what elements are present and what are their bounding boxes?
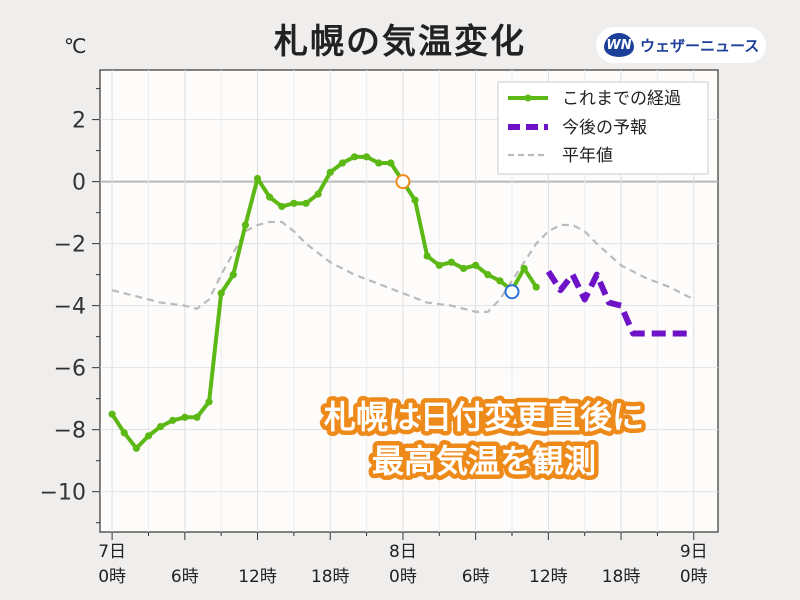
series-observed-point [435,261,443,269]
series-observed-point [108,410,116,418]
x-tick-day-label: 9日 [680,542,708,562]
series-observed-point [290,199,298,207]
y-tick-label: −2 [54,233,86,258]
series-observed-point [132,444,140,452]
series-normal-line [111,220,695,313]
x-tick-time-label: 6時 [462,567,490,587]
series-observed-point [326,168,334,176]
series-observed-point [229,271,237,279]
x-axis: 7日 0時 6時 12時 18時 8日 0時 6時 12時 18時 9日 0時 [98,532,708,587]
x-tick-time-label: 18時 [602,567,641,587]
series-observed-point [217,289,225,297]
series-observed-point [156,422,165,431]
series-observed-point [314,190,322,198]
series-observed-point [205,398,213,406]
series-observed-point [496,277,504,285]
series-observed-point [411,196,419,204]
series-observed-point [459,264,468,273]
legend-label-forecast: 今後の予報 [562,118,647,138]
y-tick-label: −4 [54,295,86,320]
series [108,153,695,452]
series-observed-point [532,283,540,291]
y-axis-unit: ℃ [64,34,87,58]
series-observed-point [350,153,359,161]
annotation: 札幌は日付変更直後に 最高気温を観測 [319,394,648,485]
chart-title: 札幌の気温変化 [274,22,526,62]
series-observed-point [193,413,201,421]
series-observed-point [120,429,128,437]
series-observed-point [423,252,431,260]
y-tick-label: −6 [54,357,86,382]
y-axis: 2 0 −2 −4 −6 −8 −10 [40,88,100,524]
annotation-line-2: 最高気温を観測 [372,442,596,480]
x-tick-day-label: 7日 [98,542,126,562]
y-tick-label: 0 [72,171,86,196]
y-tick-label: −10 [40,481,86,506]
series-observed-point [302,199,310,207]
legend-label-normal: 平年値 [562,146,613,166]
y-tick-label: −8 [54,419,86,444]
legend-swatch-observed-dot [524,94,532,102]
series-observed-point [181,413,189,421]
series-observed-point [338,159,346,167]
series-observed-point [472,261,480,269]
legend: これまでの経過 今後の予報 平年値 [497,81,709,175]
x-tick-time-label: 6時 [171,567,199,587]
series-observed-point [375,159,383,167]
x-tick-day-label: 8日 [389,542,417,562]
series-observed-point [362,153,371,161]
legend-label-observed: これまでの経過 [562,89,681,109]
series-observed-point [278,202,286,211]
series-observed-point [266,193,274,201]
series-observed-point [484,271,492,279]
current-temp-marker [504,284,520,300]
y-tick-label: 2 [72,109,86,134]
series-observed-point [253,174,262,183]
x-tick-time-label: 12時 [529,567,568,587]
brand-name: ウェザーニュース [640,36,760,55]
x-tick-time-label: 0時 [389,567,417,587]
series-observed-point [447,258,456,266]
x-tick-time-label: 18時 [311,567,350,587]
max-temp-marker [395,174,411,190]
series-observed-point [387,159,395,167]
series-observed-point [241,221,250,229]
x-tick-time-label: 0時 [680,567,708,587]
annotation-line-1: 札幌は日付変更直後に [324,398,644,436]
x-tick-time-label: 12時 [238,567,277,587]
series-observed-point [520,264,528,273]
x-tick-time-label: 0時 [98,567,126,587]
weathernews-logo-icon: WN [604,33,634,57]
series-observed-point [169,416,177,424]
brand-badge: WN ウェザーニュース [596,27,766,63]
series-observed-point [144,432,153,440]
